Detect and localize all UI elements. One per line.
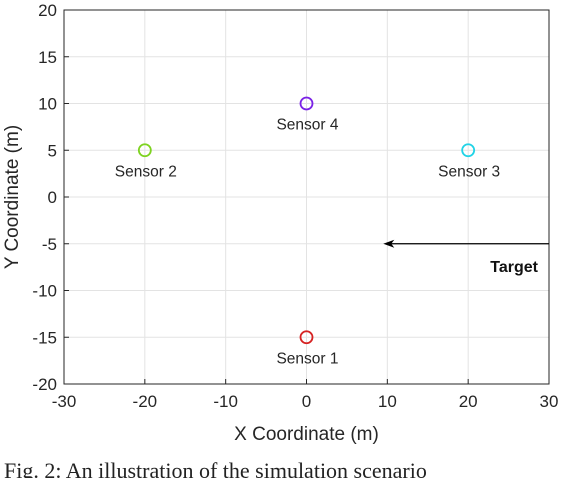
x-tick-label: -20 xyxy=(133,392,158,411)
y-tick-label: 15 xyxy=(38,48,57,67)
x-tick-label: -10 xyxy=(213,392,238,411)
annotations: Target xyxy=(383,239,549,276)
data-points: Sensor 1 Sensor 2 Sensor 3 Sensor 4 xyxy=(115,96,500,367)
sensor-marker xyxy=(461,143,476,158)
y-tick-label: -10 xyxy=(32,282,57,301)
sensor-marker xyxy=(137,143,152,158)
x-tick-label: 30 xyxy=(540,392,559,411)
x-axis-label: X Coordinate (m) xyxy=(234,424,379,445)
sensor-label: Sensor 1 xyxy=(276,350,338,367)
x-tick-label: 10 xyxy=(378,392,397,411)
target-arrow-head xyxy=(383,239,395,248)
sensor-marker xyxy=(299,96,314,111)
y-tick-label: -20 xyxy=(32,375,57,394)
x-tick-label: 0 xyxy=(302,392,311,411)
y-tick-label: 10 xyxy=(38,95,57,114)
sensor-marker xyxy=(299,330,314,345)
y-axis-label: Y Coordinate (m) xyxy=(2,125,23,269)
y-tick-label: 5 xyxy=(48,141,57,160)
y-tick-label: 20 xyxy=(38,1,57,20)
sensor-label: Sensor 2 xyxy=(115,163,177,180)
y-tick-label: -5 xyxy=(42,235,57,254)
y-tick-label: -15 xyxy=(32,328,57,347)
target-label: Target xyxy=(490,259,538,276)
sensor-label: Sensor 4 xyxy=(276,117,338,134)
x-tick-label: -30 xyxy=(52,392,77,411)
grid xyxy=(63,9,550,385)
figure-caption: Fig. 2: An illustration of the simulatio… xyxy=(4,458,427,478)
x-tick-label: 20 xyxy=(459,392,478,411)
sensor-label: Sensor 3 xyxy=(438,163,500,180)
y-tick-label: 0 xyxy=(48,188,57,207)
